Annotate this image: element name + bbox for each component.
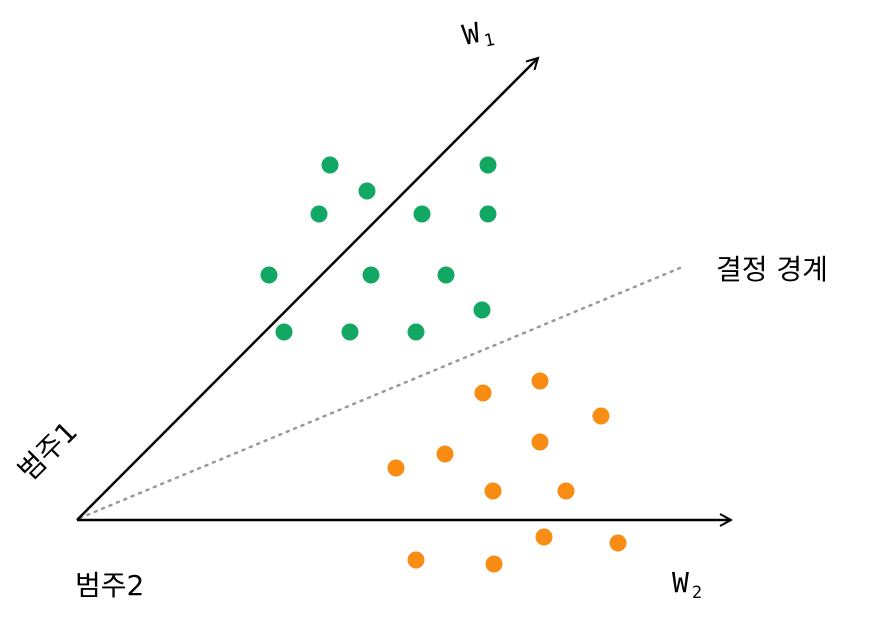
- class2-point: [474, 384, 492, 402]
- class1-point: [260, 266, 278, 284]
- class2-point: [485, 555, 503, 573]
- class1-point: [275, 323, 293, 341]
- class2-point: [531, 433, 549, 451]
- class1-point: [362, 266, 380, 284]
- class2-point: [592, 407, 610, 425]
- class2-point: [407, 551, 425, 569]
- class1-point: [407, 323, 425, 341]
- class2-label: 범주2: [75, 569, 145, 602]
- decision-boundary-label: 결정 경계: [716, 253, 828, 286]
- class2-point: [535, 528, 553, 546]
- w1-axis-arrow: [76, 58, 538, 521]
- class2-point: [609, 534, 627, 552]
- class1-point: [473, 301, 491, 319]
- class1-point: [321, 156, 339, 174]
- class2-point: [484, 482, 502, 500]
- class2-point: [531, 372, 549, 390]
- class1-point: [479, 205, 497, 223]
- decision-boundary-line: [78, 266, 682, 520]
- class1-point: [437, 266, 455, 284]
- class1-point: [413, 205, 431, 223]
- class1-point: [341, 323, 359, 341]
- class1-point: [310, 205, 328, 223]
- class2-point: [557, 482, 575, 500]
- class1-point: [479, 156, 497, 174]
- class2-point: [387, 459, 405, 477]
- class1-point: [358, 182, 376, 200]
- class2-point: [436, 445, 454, 463]
